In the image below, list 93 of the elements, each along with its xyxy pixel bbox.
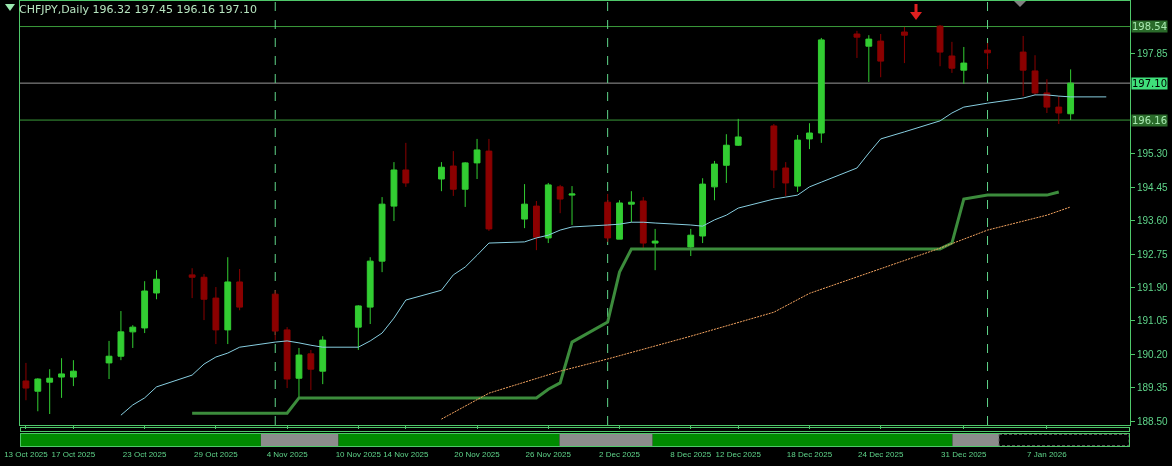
candlestick [699, 177, 707, 244]
candlestick [806, 122, 813, 150]
y-tick-label: 190.20 [1137, 348, 1169, 360]
candlestick [271, 289, 279, 341]
candlestick [58, 357, 65, 399]
candlestick [319, 335, 327, 385]
candlestick [948, 41, 956, 74]
candlestick [141, 280, 149, 334]
candlestick [627, 190, 635, 223]
y-tick-label: 192.75 [1137, 248, 1169, 260]
y-tick-label: 193.60 [1137, 215, 1169, 227]
candlestick [734, 118, 742, 147]
candlestick [438, 161, 445, 192]
candlestick [70, 359, 77, 387]
x-tick-label: 31 Dec 2025 [941, 449, 988, 459]
candlestick [129, 324, 137, 349]
candlestick [877, 33, 885, 78]
candlestick [378, 196, 386, 273]
candlestick [794, 134, 801, 193]
candlestick [236, 268, 244, 311]
candlestick [651, 228, 659, 271]
candlestick [865, 34, 873, 83]
candlestick [22, 362, 30, 401]
ref-line-label: 196.16 [1132, 115, 1167, 126]
candlestick [936, 24, 944, 67]
candlestick [687, 228, 695, 257]
y-tick-label: 191.05 [1137, 315, 1169, 327]
candlestick [556, 184, 564, 214]
y-tick-label: 197.85 [1137, 48, 1169, 60]
candlestick [1031, 54, 1039, 96]
candlestick [604, 193, 612, 243]
x-tick-label: 2 Dec 2025 [599, 449, 641, 459]
candlestick [616, 199, 623, 240]
candlestick [521, 183, 528, 229]
x-tick-label: 24 Dec 2025 [858, 449, 904, 459]
x-tick-label: 23 Oct 2025 [122, 449, 167, 459]
x-tick-label: 8 Dec 2025 [670, 449, 712, 459]
x-tick-label: 20 Nov 2025 [454, 449, 501, 459]
x-tick-label: 4 Nov 2025 [266, 449, 309, 459]
candlestick [188, 267, 196, 299]
x-tick-label: 29 Oct 2025 [194, 449, 239, 459]
candlestick [153, 269, 160, 300]
candlestick [307, 349, 315, 391]
candlestick [533, 200, 540, 251]
ref-line-label: 197.10 [1132, 78, 1167, 89]
y-tick-label: 194.45 [1137, 181, 1169, 193]
candlestick [1043, 78, 1051, 114]
candlestick [1055, 95, 1063, 125]
candlestick [817, 37, 825, 144]
candlestick [105, 340, 113, 380]
candlestick [1019, 35, 1027, 97]
y-tick-label: 189.35 [1137, 382, 1169, 394]
candlestick [200, 273, 208, 321]
candlestick [544, 182, 552, 244]
candlestick [212, 286, 220, 345]
line-series [440, 206, 1072, 420]
y-tick-label: 195.30 [1137, 148, 1169, 160]
candlestick [224, 256, 232, 345]
candlestick [984, 42, 991, 70]
candlestick [46, 368, 54, 415]
x-tick-label: 17 Oct 2025 [51, 449, 96, 459]
x-tick-label: 10 Nov 2025 [335, 449, 382, 459]
candlestick [461, 161, 469, 208]
candlestick [853, 30, 861, 59]
candlestick [770, 123, 778, 189]
candlestick [568, 185, 576, 226]
line-series [120, 94, 1107, 416]
candlestick [473, 138, 481, 180]
x-tick-label: 13 Oct 2025 [4, 449, 49, 459]
x-tick-label: 18 Dec 2025 [786, 449, 833, 459]
candlestick [1067, 68, 1075, 121]
x-tick-label: 26 Nov 2025 [525, 449, 572, 459]
y-tick-label: 188.50 [1137, 415, 1169, 427]
candlestick [390, 161, 398, 222]
candlestick [354, 304, 362, 351]
candlestick [901, 26, 908, 64]
y-tick-label: 191.90 [1137, 281, 1169, 293]
candlestick [960, 46, 968, 85]
candlestick [711, 160, 718, 201]
x-tick-label: 7 Jan 2026 [1027, 449, 1068, 459]
candlestick [402, 142, 410, 188]
candlestick [449, 150, 457, 197]
candlestick [782, 161, 790, 197]
ref-line-label: 198.54 [1132, 21, 1167, 32]
line-series [190, 190, 1061, 415]
candlestick [366, 256, 374, 325]
candlestick [283, 326, 291, 389]
candlestick [722, 133, 730, 184]
x-tick-label: 12 Dec 2025 [715, 449, 762, 459]
candlestick [485, 138, 493, 232]
candlestick [34, 377, 42, 412]
x-tick-label: 14 Nov 2025 [383, 449, 430, 459]
candlestick [117, 310, 125, 361]
